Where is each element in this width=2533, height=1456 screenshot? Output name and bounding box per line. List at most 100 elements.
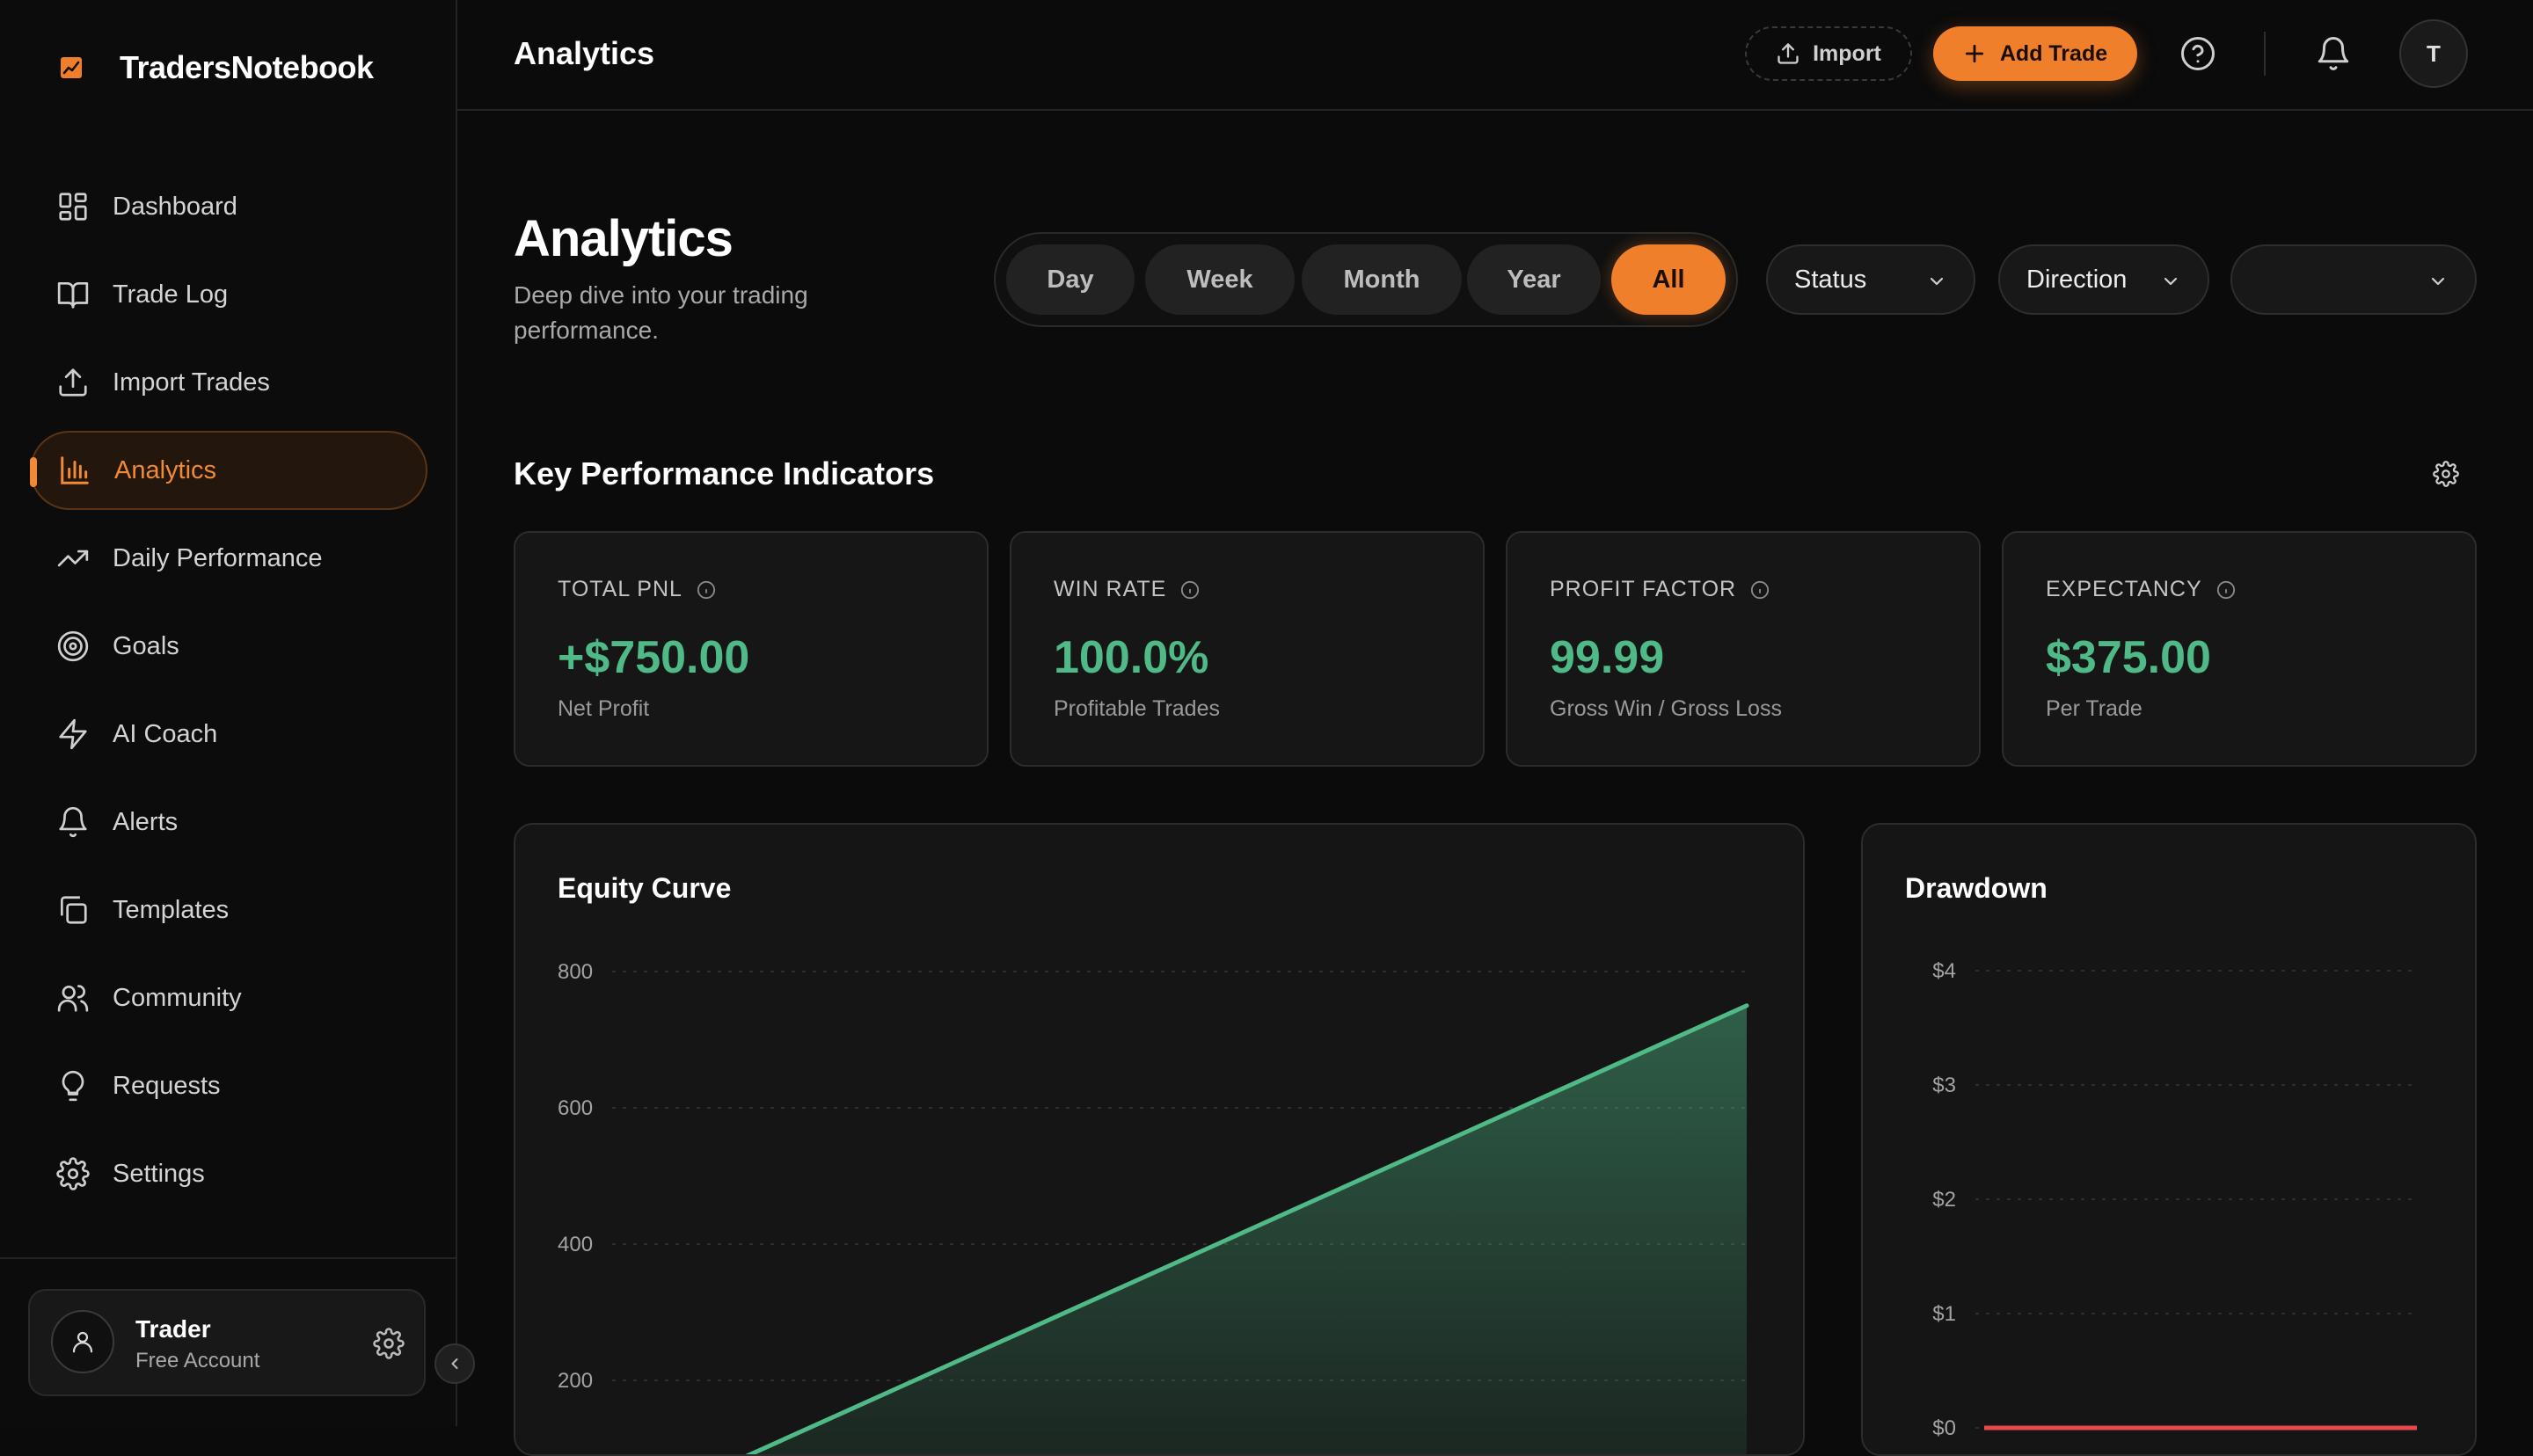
sidebar-item-dashboard[interactable]: Dashboard	[30, 167, 427, 246]
period-day-button[interactable]: Day	[1006, 244, 1135, 315]
info-icon[interactable]	[1180, 580, 1200, 600]
user-name: Trader	[135, 1315, 211, 1343]
period-week-button[interactable]: Week	[1145, 244, 1295, 315]
avatar-initial: T	[2427, 40, 2441, 67]
page-title: Analytics	[514, 210, 734, 267]
help-icon[interactable]	[2179, 35, 2216, 72]
info-icon[interactable]	[1750, 580, 1770, 600]
sidebar-item-label: Alerts	[113, 807, 179, 836]
sidebar-item-import-trades[interactable]: Import Trades	[30, 343, 427, 422]
brand-name: TradersNotebook	[120, 49, 374, 85]
sidebar-item-label: Import Trades	[113, 368, 270, 397]
topbar-title: Analytics	[514, 35, 655, 71]
sidebar-item-label: Templates	[113, 895, 230, 924]
sidebar-item-label: Analytics	[114, 455, 217, 484]
brand-logo-icon	[61, 57, 82, 78]
sidebar-item-ai-coach[interactable]: AI Coach	[30, 695, 427, 774]
y-tick-label: $3	[1932, 1074, 1956, 1097]
direction-dropdown[interactable]: Direction	[1998, 244, 2209, 315]
user-settings-icon[interactable]	[373, 1328, 405, 1359]
kpi-label: TOTAL PNL	[558, 577, 683, 601]
top-bar: Analytics Import Add Trade T	[457, 0, 2533, 111]
chevron-left-icon	[451, 1358, 458, 1369]
user-icon	[72, 1331, 93, 1353]
filter-dropdown[interactable]	[2230, 244, 2477, 315]
info-icon[interactable]	[697, 580, 716, 600]
kpi-settings-icon[interactable]	[2433, 461, 2459, 487]
y-tick-label: $1	[1932, 1302, 1956, 1326]
sidebar-item-alerts[interactable]: Alerts	[30, 783, 427, 862]
user-plan: Free Account	[135, 1349, 260, 1372]
kpi-subtitle: Per Trade	[2046, 696, 2142, 721]
sidebar-divider	[0, 1257, 456, 1259]
user-card[interactable]: Trader Free Account	[28, 1289, 426, 1396]
avatar[interactable]: T	[2399, 19, 2468, 88]
sidebar-item-templates[interactable]: Templates	[30, 870, 427, 950]
gear-icon	[56, 1157, 90, 1190]
period-year-button[interactable]: Year	[1467, 244, 1601, 315]
sidebar-item-goals[interactable]: Goals	[30, 607, 427, 686]
add-trade-button[interactable]: Add Trade	[1933, 26, 2137, 81]
bell-icon	[59, 806, 87, 838]
y-tick-label: $4	[1932, 959, 1956, 983]
kpi-label: PROFIT FACTOR	[1550, 577, 1737, 601]
drawdown-chart: $4 $3 $2 $1 $0	[1932, 959, 2417, 1440]
sidebar-item-settings[interactable]: Settings	[30, 1134, 427, 1213]
sidebar-item-community[interactable]: Community	[30, 958, 427, 1037]
sidebar-item-label: Community	[113, 983, 242, 1012]
kpi-label: EXPECTANCY	[2046, 577, 2202, 601]
kpi-value: +$750.00	[558, 632, 750, 683]
sidebar-collapse-button[interactable]	[434, 1343, 475, 1384]
kpi-card-total-pnl: TOTAL PNL +$750.00 Net Profit	[514, 531, 989, 767]
notifications-bell-icon[interactable]	[2315, 35, 2352, 72]
target-icon	[57, 630, 89, 662]
kpi-value: 100.0%	[1054, 632, 1209, 683]
chevron-down-icon	[1930, 277, 1944, 286]
equity-curve-card: Equity Curve 800 600 400 200	[514, 823, 1805, 1456]
sidebar-item-trade-log[interactable]: Trade Log	[30, 255, 427, 334]
info-icon[interactable]	[2216, 580, 2236, 600]
kpi-value: 99.99	[1550, 632, 1665, 683]
plus-icon	[1965, 44, 1983, 63]
period-all-button[interactable]: All	[1611, 244, 1726, 315]
brand[interactable]: TradersNotebook	[58, 49, 374, 86]
equity-curve-chart: 800 600 400 200	[558, 960, 1749, 1454]
kpi-subtitle: Profitable Trades	[1054, 696, 1220, 721]
sidebar-item-daily-performance[interactable]: Daily Performance	[30, 519, 427, 598]
sidebar-item-label: Settings	[113, 1159, 205, 1188]
y-tick-label: $0	[1932, 1416, 1956, 1440]
kpi-card-profit-factor: PROFIT FACTOR 99.99 Gross Win / Gross Lo…	[1506, 531, 1981, 767]
direction-dropdown-label: Direction	[2026, 265, 2128, 294]
sidebar-item-label: Dashboard	[113, 192, 237, 221]
status-dropdown-label: Status	[1794, 265, 1867, 294]
kpi-section-title: Key Performance Indicators	[514, 455, 935, 491]
topbar-divider	[2264, 32, 2266, 76]
chevron-down-icon	[2164, 277, 2178, 286]
equity-area	[750, 1005, 1747, 1454]
chart-title: Equity Curve	[558, 872, 732, 904]
add-trade-button-label: Add Trade	[1999, 40, 2108, 66]
lightbulb-icon	[62, 1070, 84, 1102]
copy-icon	[60, 896, 87, 924]
y-tick-label: 200	[558, 1369, 593, 1393]
chart-title: Drawdown	[1905, 872, 2048, 904]
period-month-button[interactable]: Month	[1302, 244, 1462, 315]
y-tick-label: 400	[558, 1233, 593, 1256]
period-selector: Day Week Month Year All	[994, 232, 1738, 327]
sidebar-item-requests[interactable]: Requests	[30, 1046, 427, 1125]
kpi-card-expectancy: EXPECTANCY $375.00 Per Trade	[2002, 531, 2477, 767]
status-dropdown[interactable]: Status	[1766, 244, 1975, 315]
sidebar-item-label: Daily Performance	[113, 543, 323, 572]
sidebar-item-label: Trade Log	[113, 280, 229, 309]
sidebar-item-label: Goals	[113, 631, 179, 660]
sidebar-item-analytics[interactable]: Analytics	[30, 431, 427, 510]
y-tick-label: 600	[558, 1096, 593, 1120]
sidebar-nav: Dashboard Trade Log Import Trades Analyt…	[30, 167, 427, 1222]
import-button[interactable]: Import	[1745, 26, 1912, 81]
book-icon	[57, 281, 89, 309]
sidebar-item-label: AI Coach	[113, 719, 218, 748]
kpi-label: WIN RATE	[1054, 577, 1167, 601]
drawdown-card: Drawdown $4 $3 $2 $1 $0	[1861, 823, 2477, 1456]
page-subtitle: Deep dive into your trading performance.	[514, 281, 808, 344]
kpi-subtitle: Net Profit	[558, 696, 650, 721]
